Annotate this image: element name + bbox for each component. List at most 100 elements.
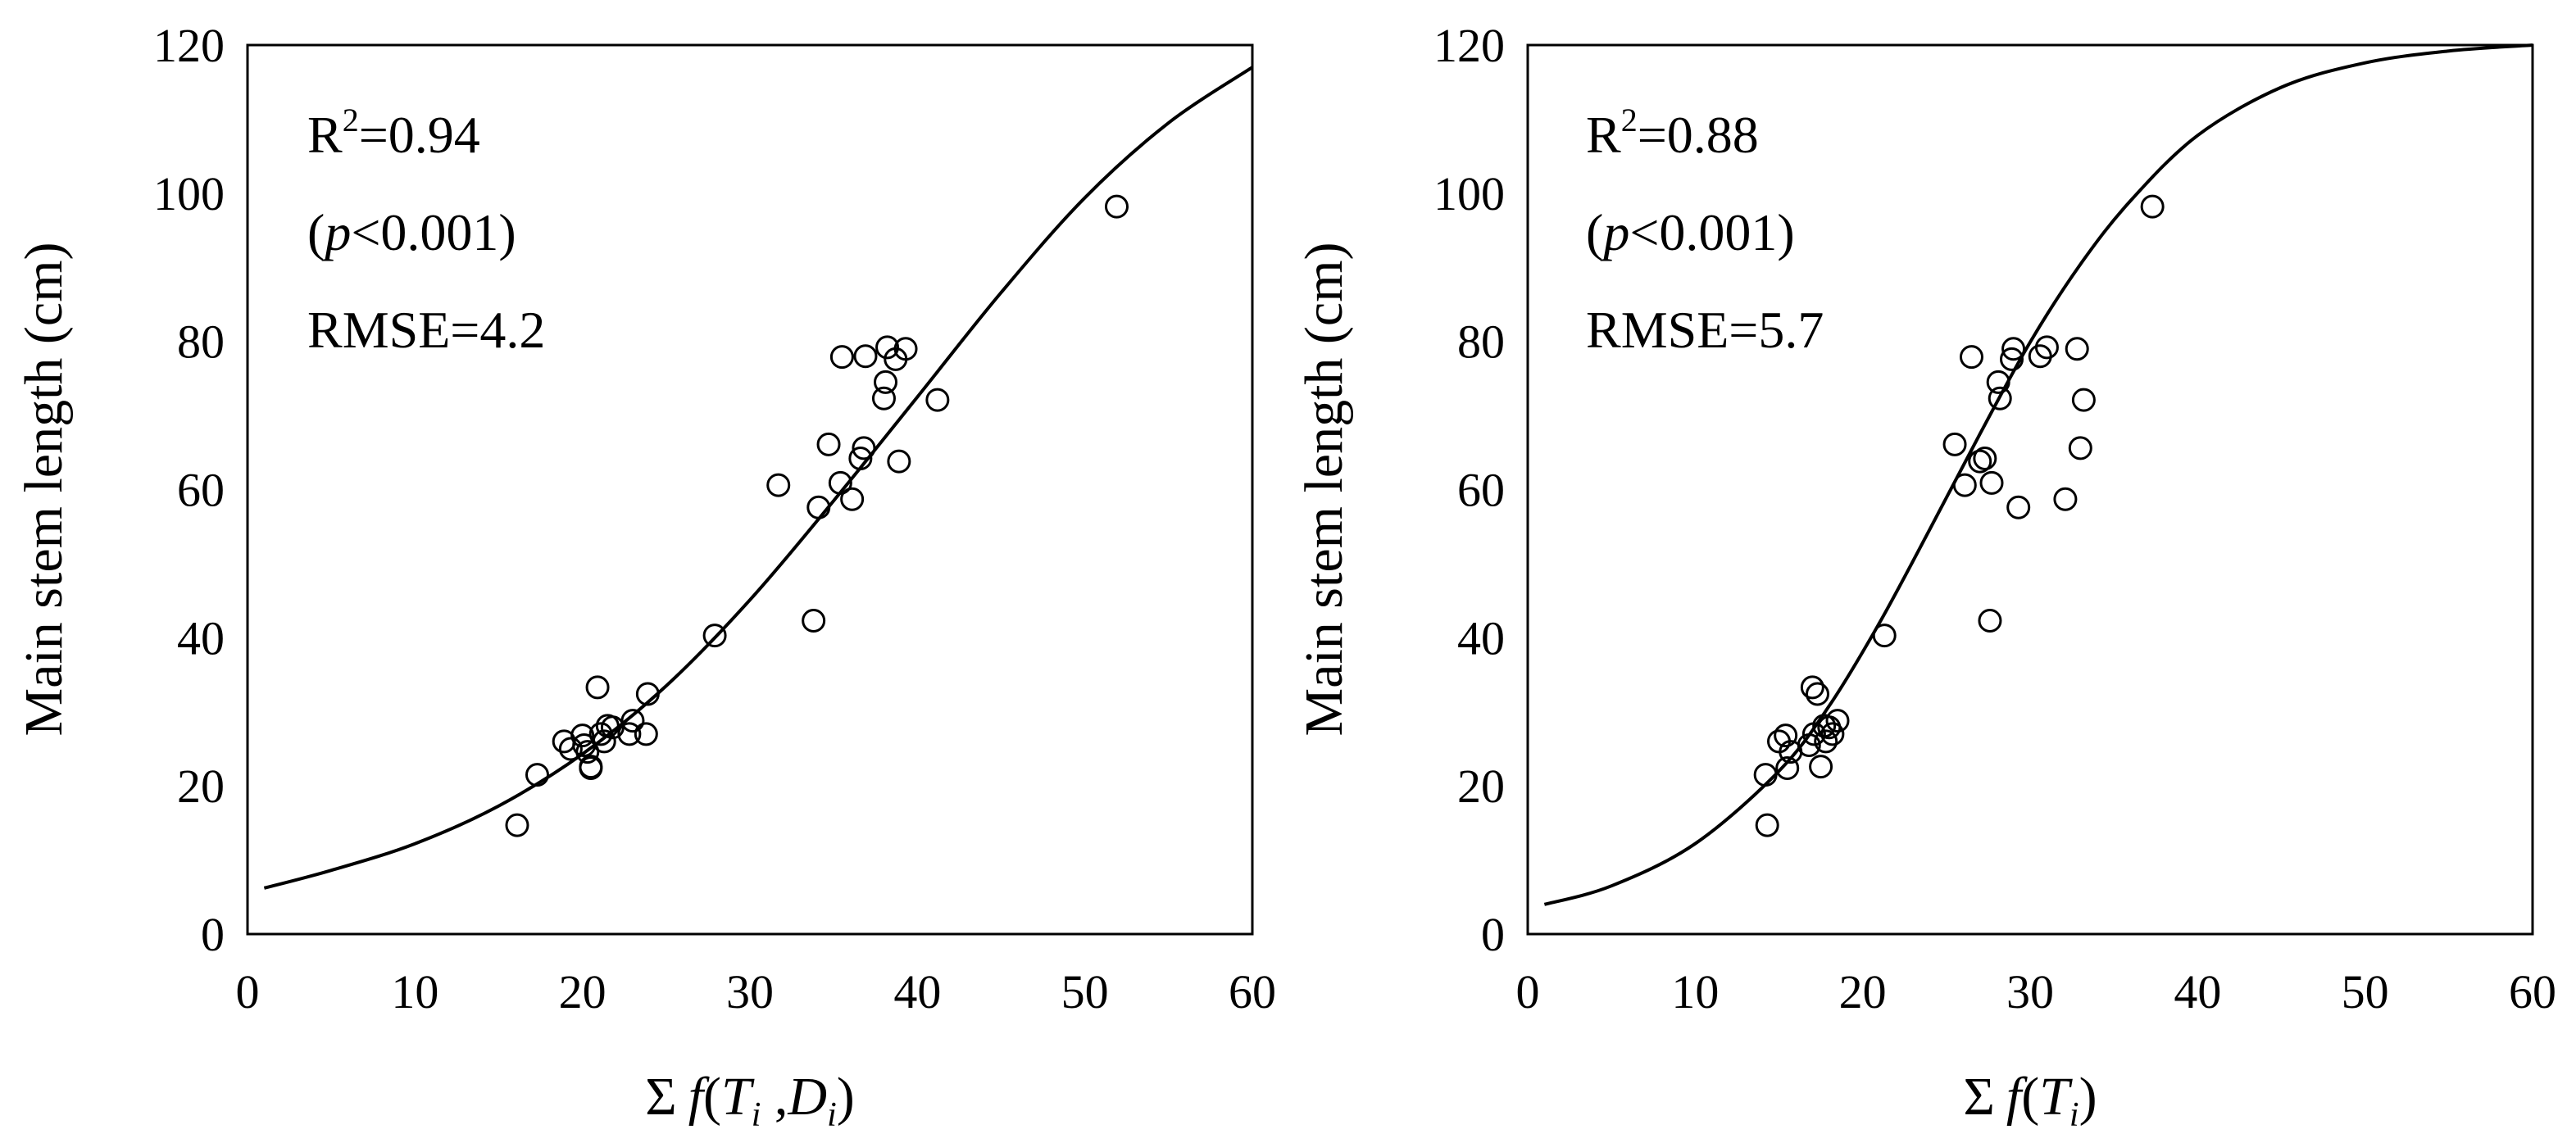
right-y-tick-60: 60 [1457,464,1505,517]
right-data-point [1820,722,1845,746]
right-data-point [2140,194,2165,219]
left-y-tick-100: 100 [153,167,225,220]
right-data-point [1809,755,1833,779]
left-data-point [887,449,911,474]
left-y-tick-80: 80 [177,315,225,369]
right-data-point [2071,388,2096,412]
right-y-axis-label: Main stem length (cm) [1294,242,1354,736]
left-y-tick-labels: 0 20 40 60 80 100 120 [153,19,225,961]
left-data-point [852,436,876,460]
left-x-tick-30: 30 [726,965,774,1018]
right-data-point [1805,682,1829,706]
left-data-point [874,370,898,394]
right-data-point [2068,436,2092,460]
left-y-tick-120: 120 [153,19,225,72]
right-x-tick-40: 40 [2174,965,2221,1018]
right-data-point [1800,675,1824,700]
right-data-point [1775,755,1800,780]
left-data-point [871,386,896,410]
left-data-point [570,723,595,748]
right-y-tick-0: 0 [1481,908,1505,961]
right-data-point [2006,495,2031,519]
left-data-point [828,470,852,495]
left-data-point [525,763,549,787]
right-panel: 0 20 40 60 80 100 120 0 10 20 30 40 50 60 Main stem … [1294,19,2556,1134]
left-data-point [505,813,529,837]
right-y-tick-labels: 0 20 40 60 80 100 120 [1433,19,1505,961]
right-data-point [1825,709,1850,733]
left-x-tick-60: 60 [1229,965,1276,1018]
left-data-point [575,740,600,764]
right-data-point [1986,370,2010,394]
left-data-point [840,487,865,511]
right-y-tick-120: 120 [1433,19,1505,72]
right-plot-frame [1526,43,2534,936]
right-x-tick-60: 60 [2509,965,2556,1018]
right-fitted-curve [1543,43,2533,906]
right-data-point [1942,432,1967,456]
left-r2-annotation: R2=0.94 [307,102,480,164]
right-rmse-annotation: RMSE=5.7 [1586,301,1824,359]
left-data-points [505,194,1129,837]
right-data-point [2000,347,2024,371]
right-data-point [2053,487,2078,511]
right-data-point [1959,345,1983,370]
left-y-tick-40: 40 [177,611,225,664]
left-x-tick-0: 0 [236,965,260,1018]
left-data-point [635,682,660,706]
right-y-tick-80: 80 [1457,315,1505,369]
right-x-tick-20: 20 [1839,965,1887,1018]
left-data-point [806,495,831,519]
left-data-point [848,447,873,471]
right-data-point [1797,733,1821,757]
left-data-point [585,675,610,700]
left-data-point [702,624,727,648]
left-fitted-curve [263,66,1254,890]
left-panel: 0 20 40 60 80 100 120 0 10 20 30 40 50 60 Main stem … [14,19,1276,1134]
left-y-tick-20: 20 [177,760,225,813]
left-data-point [893,337,918,361]
left-data-point [592,729,616,754]
left-data-point [802,609,826,633]
right-data-point [1755,813,1779,837]
left-x-tick-40: 40 [893,965,941,1018]
right-data-point [1988,386,2012,410]
left-data-point [558,737,583,761]
right-data-point [1872,624,1897,648]
right-data-point [1973,447,1997,471]
left-plot-frame [246,43,1254,936]
right-x-tick-labels: 0 10 20 30 40 50 60 [1516,965,2557,1018]
right-r2-annotation: R2=0.88 [1586,102,1759,164]
left-data-point [766,473,791,497]
right-data-point [1753,763,1778,787]
right-data-point [1978,609,2002,633]
right-data-point [2001,337,2026,361]
left-data-point [634,722,658,746]
right-x-tick-10: 10 [1671,965,1719,1018]
right-data-point [1774,723,1798,748]
left-data-point [853,344,878,369]
left-data-point [620,709,645,733]
right-x-tick-30: 30 [2006,965,2054,1018]
right-x-tick-50: 50 [2342,965,2389,1018]
right-y-tick-40: 40 [1457,611,1505,664]
left-y-tick-60: 60 [177,464,225,517]
right-data-point [1979,470,2004,495]
right-data-point [1952,473,1977,497]
left-data-point [816,432,841,456]
left-x-tick-20: 20 [559,965,607,1018]
left-data-point [829,345,854,370]
left-y-tick-0: 0 [201,908,225,961]
left-data-point [1104,194,1129,219]
right-data-point [2034,335,2059,360]
left-x-tick-10: 10 [391,965,438,1018]
right-data-point [1814,729,1838,754]
left-y-axis-label: Main stem length (cm) [14,242,74,736]
right-p-annotation: (p<0.001) [1586,203,1795,261]
left-data-point [579,755,603,780]
right-y-tick-100: 100 [1433,167,1505,220]
left-x-tick-labels: 0 10 20 30 40 50 60 [236,965,1277,1018]
